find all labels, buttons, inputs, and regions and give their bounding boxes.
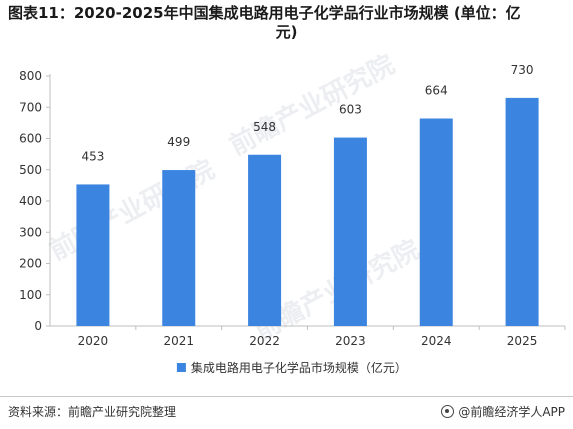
x-tick-label: 2022	[249, 334, 280, 348]
footer: 资料来源：前瞻产业研究院整理 @前瞻经济学人APP	[0, 396, 573, 429]
bar	[248, 154, 282, 326]
brand-text: @前瞻经济学人APP	[458, 405, 565, 419]
legend-label: 集成电路用电子化学品市场规模（亿元）	[191, 360, 407, 375]
bar	[419, 118, 453, 326]
brand-logo-icon	[441, 405, 455, 418]
data-label: 664	[425, 84, 448, 98]
x-tick-label: 2024	[421, 334, 452, 348]
chart-title-line1: 图表11：2020-2025年中国集成电路用电子化学品行业市场规模 (单位：亿	[8, 4, 521, 22]
x-tick-label: 2020	[78, 334, 109, 348]
y-tick-label: 700	[19, 100, 42, 114]
bar	[333, 137, 367, 326]
x-tick-label: 2023	[335, 334, 366, 348]
source-text: 资料来源：前瞻产业研究院整理	[8, 405, 177, 419]
brand: @前瞻经济学人APP	[441, 403, 565, 420]
y-tick-label: 500	[19, 163, 42, 177]
x-tick-label: 2025	[507, 334, 538, 348]
bar	[505, 97, 539, 326]
data-label: 453	[81, 149, 104, 163]
y-tick-label: 0	[34, 319, 42, 333]
data-label: 548	[253, 120, 276, 134]
y-tick-label: 100	[19, 288, 42, 302]
y-tick-label: 300	[19, 225, 42, 239]
data-label: 499	[167, 135, 190, 149]
y-tick-label: 800	[19, 69, 42, 83]
data-label: 603	[339, 103, 362, 117]
legend-swatch	[176, 363, 186, 372]
chart-title: 图表11：2020-2025年中国集成电路用电子化学品行业市场规模 (单位：亿元…	[8, 4, 565, 42]
bar	[162, 170, 196, 326]
chart-title-line2: 元)	[275, 23, 298, 41]
y-tick-label: 400	[19, 194, 42, 208]
y-tick-label: 600	[19, 132, 42, 146]
x-tick-label: 2021	[163, 334, 194, 348]
bar	[76, 184, 110, 326]
data-label: 730	[511, 63, 534, 77]
bar-chart: 0 100 200 300 400 500 600 700 800 453 2020 499 2021 5…	[19, 63, 566, 375]
y-tick-label: 200	[19, 257, 42, 271]
